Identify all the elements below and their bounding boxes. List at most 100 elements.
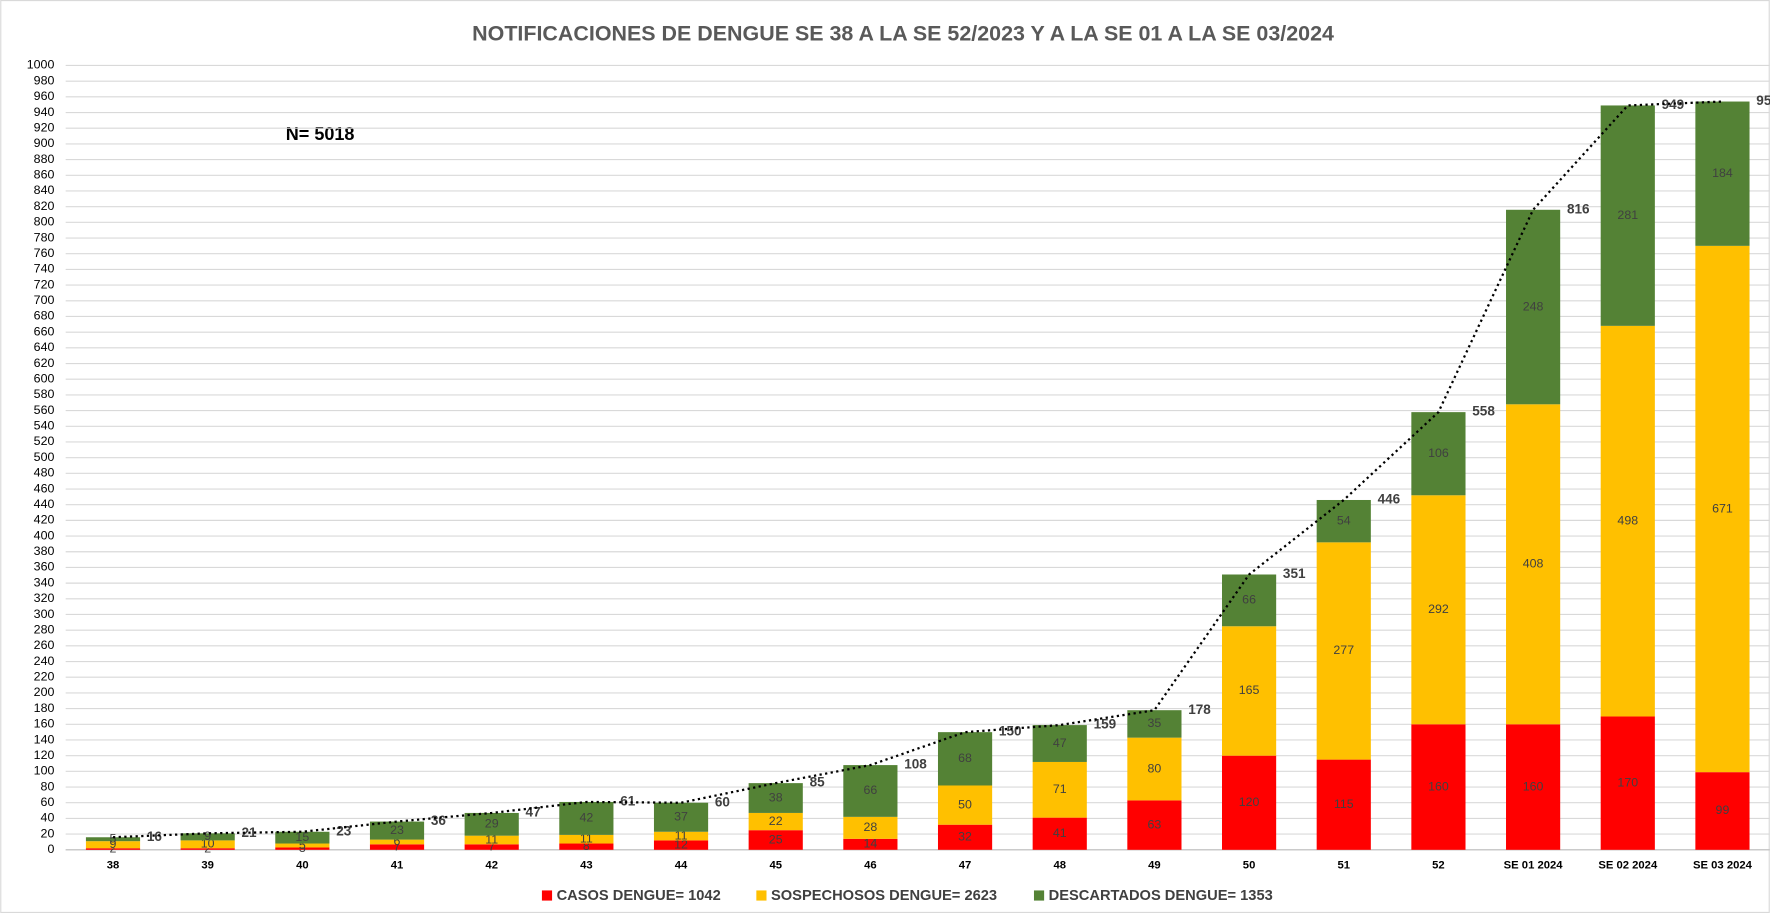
bar-segment <box>85 837 141 842</box>
bar-segment <box>748 812 803 831</box>
x-tick-label: 47 <box>959 860 972 872</box>
legend-label: SOSPECHOSOS DENGUE= 2623 <box>771 888 997 904</box>
x-tick-label: SE 02 2024 <box>1598 860 1658 872</box>
total-label: 23 <box>336 823 352 838</box>
y-tick-label: 520 <box>34 434 55 448</box>
y-tick-label: 860 <box>34 168 55 182</box>
bar-segment <box>85 841 141 849</box>
value-label: 35 <box>1148 716 1162 730</box>
bar-segment <box>653 802 709 832</box>
total-label: 85 <box>810 775 826 790</box>
x-tick-label: 41 <box>391 860 404 872</box>
y-tick-label: 540 <box>34 419 55 433</box>
value-label: 2 <box>110 841 117 855</box>
total-label: 108 <box>904 757 927 772</box>
value-label: 29 <box>485 817 499 831</box>
value-label: 170 <box>1617 775 1638 789</box>
value-label: 5 <box>299 838 306 852</box>
bar-segment <box>1127 737 1182 801</box>
bar-segment <box>464 812 519 836</box>
value-label: 281 <box>1617 208 1638 222</box>
value-label: 2 <box>204 841 211 855</box>
value-label: 25 <box>769 832 783 846</box>
bar-segment <box>369 839 425 845</box>
bar-segment <box>1506 724 1561 850</box>
y-tick-label: 380 <box>34 544 55 558</box>
bar-segment <box>180 840 235 849</box>
value-label: 3 <box>299 841 306 855</box>
y-tick-label: 40 <box>41 811 55 825</box>
bar-segment <box>1316 499 1371 543</box>
bar-segment <box>464 844 519 850</box>
y-tick-label: 80 <box>41 779 55 793</box>
y-tick-label: 800 <box>34 215 55 229</box>
y-tick-label: 940 <box>34 105 55 119</box>
value-label: 15 <box>295 830 309 844</box>
y-tick-label: 1000 <box>27 58 55 72</box>
legend-swatch <box>756 890 767 901</box>
x-tick-label: 50 <box>1243 860 1256 872</box>
total-label: 954 <box>1756 93 1770 108</box>
value-label: 14 <box>863 837 877 851</box>
bar-segment <box>937 785 993 825</box>
x-tick-label: 38 <box>107 860 120 872</box>
value-label: 106 <box>1428 446 1449 460</box>
bar-segment <box>937 824 993 850</box>
value-label: 80 <box>1148 761 1162 775</box>
total-label: 351 <box>1283 566 1306 581</box>
y-tick-label: 920 <box>34 120 55 134</box>
y-tick-label: 840 <box>34 183 55 197</box>
y-tick-label: 400 <box>34 528 55 542</box>
y-tick-label: 240 <box>34 654 55 668</box>
y-tick-label: 460 <box>34 481 55 495</box>
bar-segment <box>1127 800 1182 850</box>
value-label: 11 <box>485 832 498 846</box>
total-label: 949 <box>1662 97 1685 112</box>
y-tick-label: 780 <box>34 230 55 244</box>
x-tick-label: 48 <box>1053 860 1066 872</box>
value-label: 11 <box>580 831 593 845</box>
total-line <box>112 100 1723 839</box>
bar-segment <box>1600 716 1655 850</box>
value-label: 41 <box>1053 826 1067 840</box>
bar-segment <box>1127 710 1182 738</box>
bar-segment <box>1221 574 1277 627</box>
value-label: 120 <box>1239 795 1260 809</box>
y-tick-label: 880 <box>34 152 55 166</box>
bar-segment <box>1032 817 1087 850</box>
value-label: 47 <box>1053 736 1067 750</box>
value-label: 160 <box>1428 779 1449 793</box>
bar-segment <box>1411 724 1466 850</box>
value-label: 66 <box>863 783 877 797</box>
bar-segment <box>275 831 330 844</box>
value-label: 6 <box>394 834 401 848</box>
value-label: 63 <box>1148 817 1162 831</box>
y-tick-label: 680 <box>34 309 55 323</box>
y-tick-label: 60 <box>41 795 55 809</box>
value-label: 32 <box>958 830 972 844</box>
y-tick-label: 140 <box>34 732 55 746</box>
value-label: 66 <box>1242 593 1256 607</box>
x-tick-label: 49 <box>1148 860 1161 872</box>
y-tick-label: 360 <box>34 560 55 574</box>
y-tick-label: 20 <box>41 826 55 840</box>
y-tick-label: 200 <box>34 685 55 699</box>
y-tick-label: 580 <box>34 387 55 401</box>
y-tick-label: 180 <box>34 701 55 715</box>
x-tick-label: 39 <box>201 860 214 872</box>
y-tick-label: 760 <box>34 246 55 260</box>
bar-segment <box>1600 105 1655 326</box>
bar-segment <box>748 783 803 813</box>
legend-label: DESCARTADOS DENGUE= 1353 <box>1049 888 1273 904</box>
y-tick-label: 120 <box>34 748 55 762</box>
total-label: 61 <box>620 794 636 809</box>
y-tick-label: 620 <box>34 356 55 370</box>
bar-segment <box>1411 412 1466 496</box>
bar-segment <box>653 840 709 850</box>
value-label: 99 <box>1716 803 1730 817</box>
bar-segment <box>559 834 614 844</box>
y-tick-label: 160 <box>34 717 55 731</box>
total-label: 150 <box>999 724 1022 739</box>
bar-segment <box>464 835 519 845</box>
